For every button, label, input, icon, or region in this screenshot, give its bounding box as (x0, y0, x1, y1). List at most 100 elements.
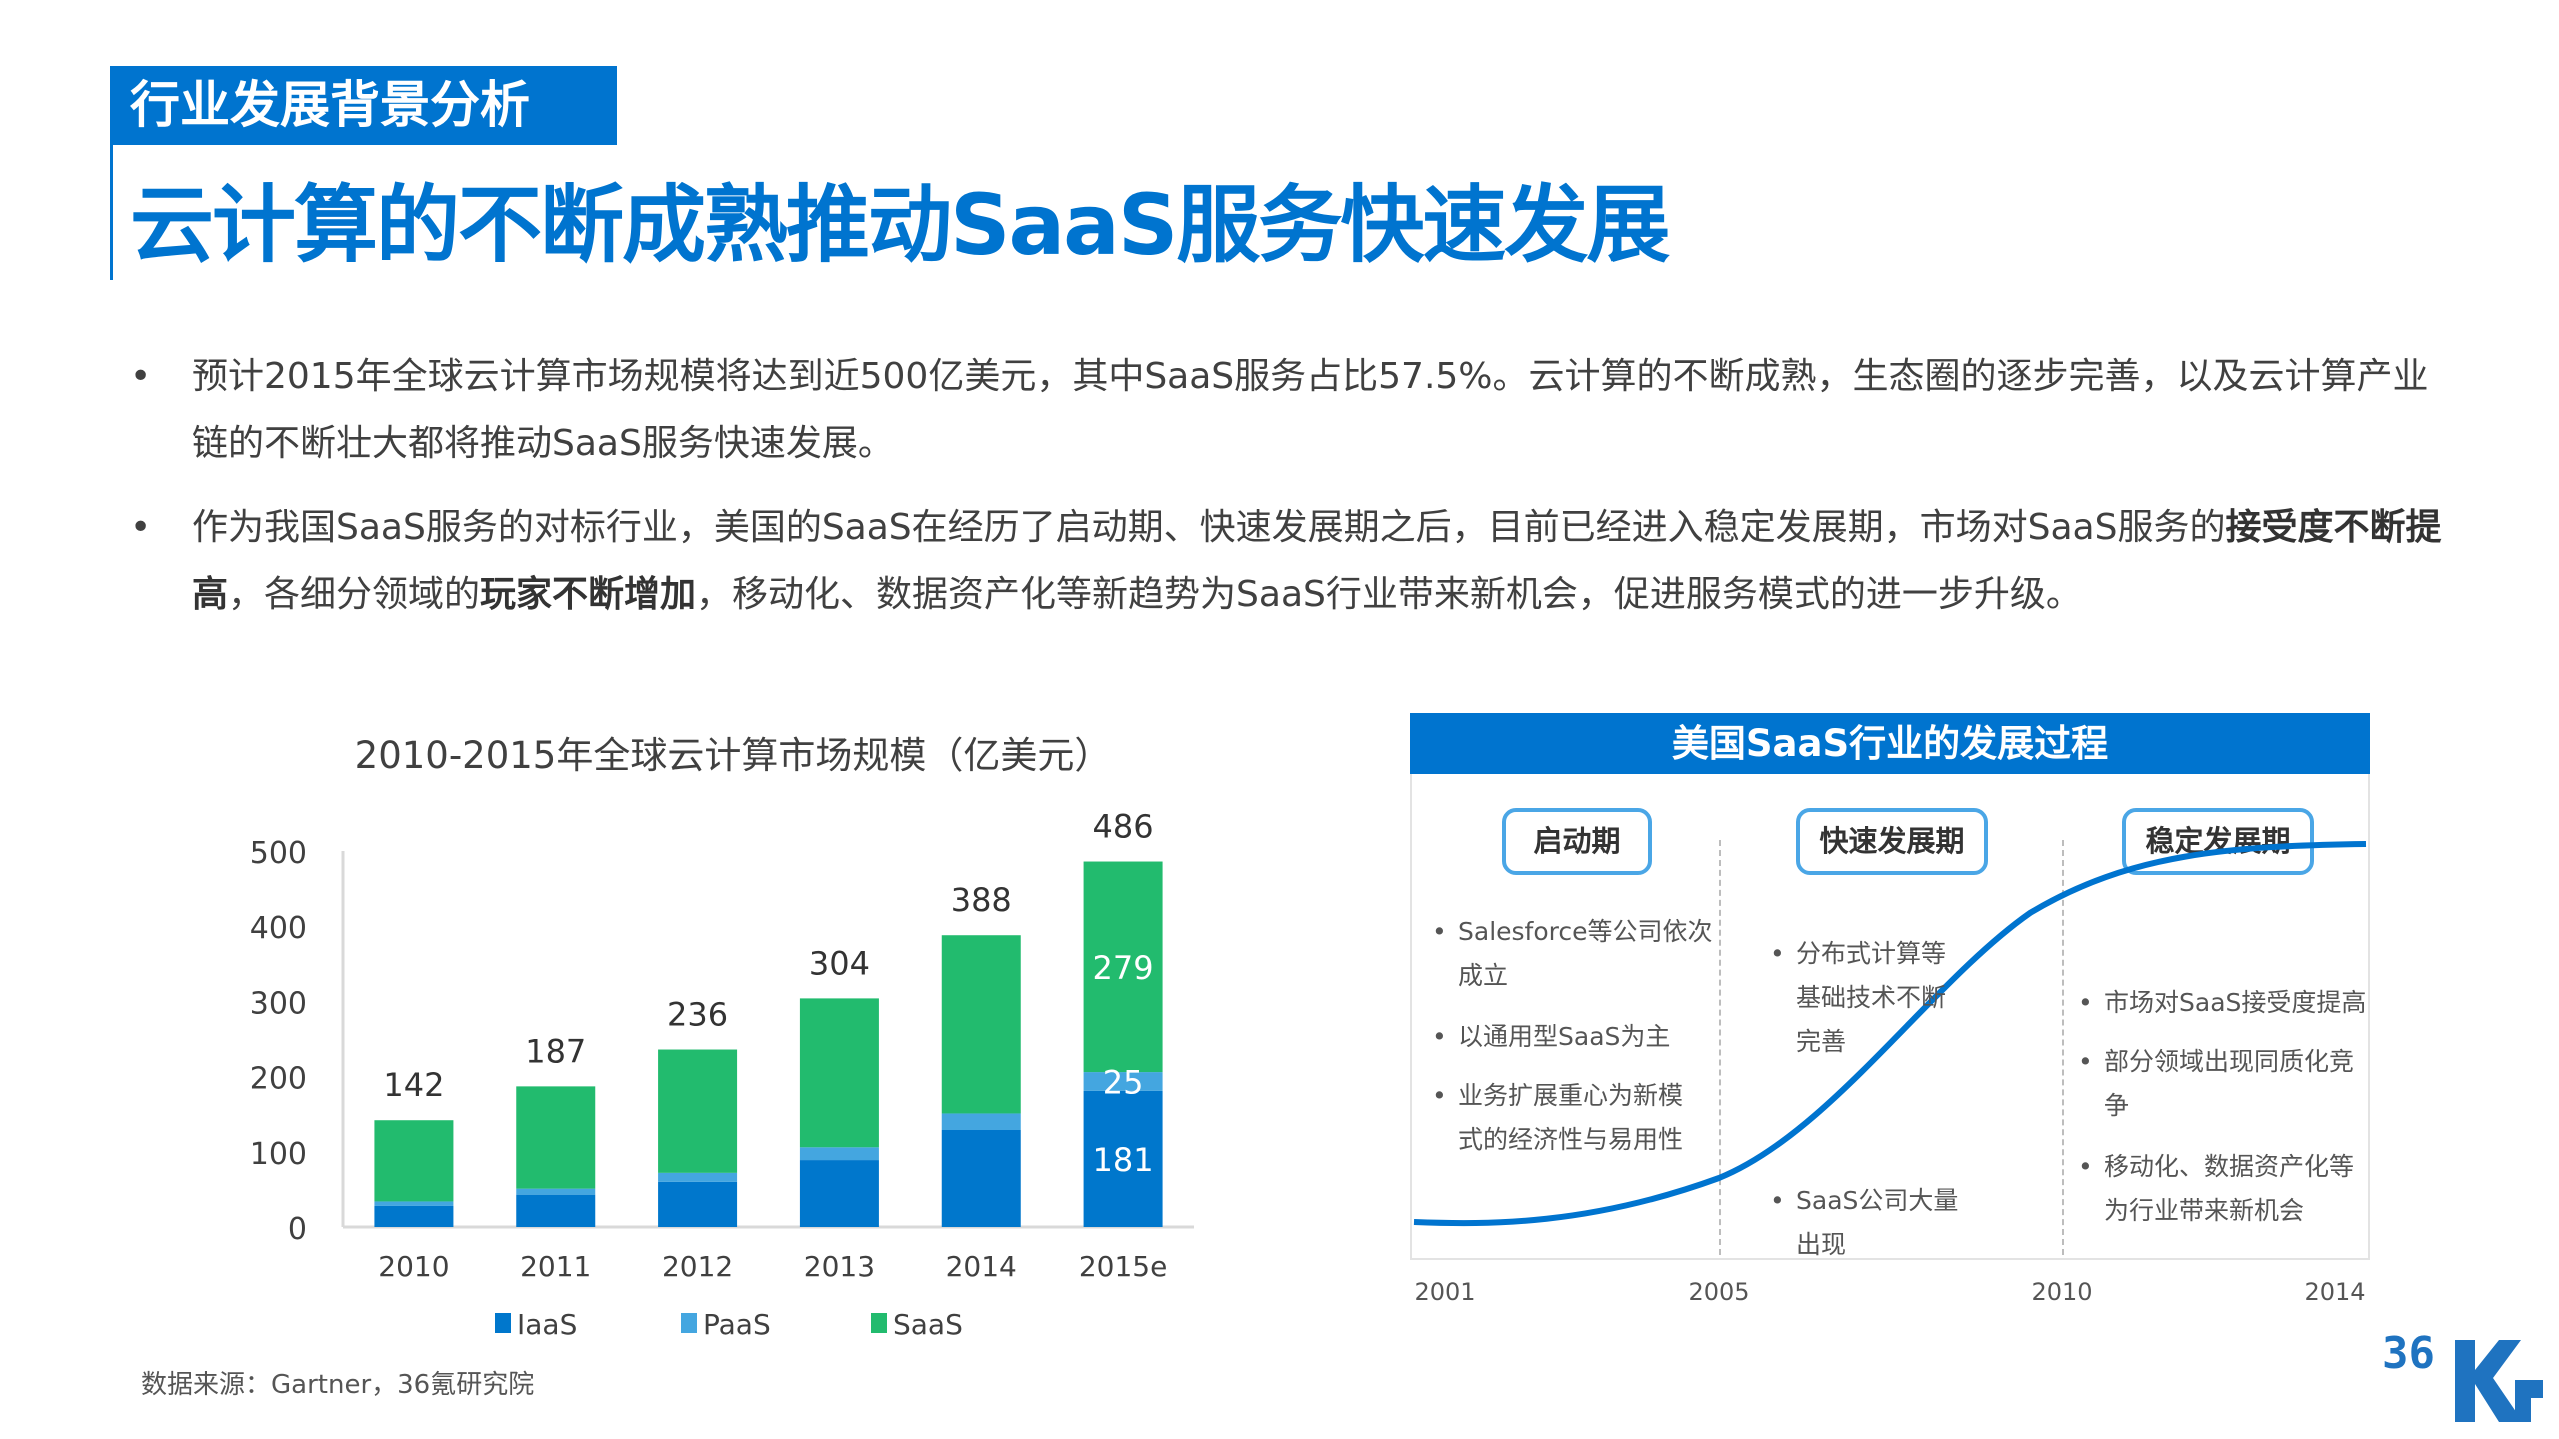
y-tick-label: 200 (250, 1062, 307, 1097)
bar-paas-2013 (799, 1147, 879, 1161)
year-label: 2010 (2031, 1278, 2093, 1306)
bar-iaas-2013 (799, 1160, 879, 1227)
bullet-line: 移动化、数据资产化等 (2104, 1152, 2355, 1181)
paragraph-text: ，移动化、数据资产化等新趋势为SaaS行业带来新机会，促进服务模式的进一步升级。 (696, 574, 2082, 615)
s-curve-line (1413, 841, 2367, 1227)
x-tick-label: 2014 (946, 1250, 1017, 1283)
bar-paas-2011 (516, 1188, 596, 1195)
bullet-icon: • (2078, 1152, 2093, 1181)
bar-iaas-2010 (374, 1205, 454, 1227)
bullet-line: 基础技术不断 (1796, 983, 1947, 1012)
x-tick-label: 2015e (1079, 1250, 1167, 1283)
bar-iaas-2012 (658, 1181, 738, 1227)
bullet-line: 部分领域出现同质化竞 (2104, 1047, 2355, 1076)
bar-iaas-2014 (941, 1129, 1021, 1227)
total-label: 304 (809, 944, 870, 982)
paragraph-bold-text: 接受度不断提高 (192, 507, 2442, 615)
bullet-line: 式的经济性与易用性 (1458, 1125, 1684, 1154)
y-tick-label: 100 (250, 1137, 307, 1172)
total-label: 486 (1093, 808, 1154, 846)
year-label: 2014 (2304, 1278, 2366, 1306)
diagram-bullet-item: • 部分领域出现同质化竞争 (2078, 1040, 2355, 1128)
divider-2010 (2062, 840, 2064, 1255)
bar-iaas-2011 (516, 1194, 596, 1227)
total-label: 142 (383, 1066, 444, 1104)
bullet-icon: • (1432, 917, 1447, 946)
bullet-line: 分布式计算等 (1796, 939, 1947, 968)
diagram-bullet-item: • SaaS公司大量 出现 (1770, 1179, 1959, 1267)
diagram-bullet-item: • 移动化、数据资产化等 为行业带来新机会 (2078, 1145, 2355, 1233)
bullet-line: 以通用型SaaS为主 (1458, 1022, 1671, 1051)
bullet-line: 成立 (1458, 961, 1509, 990)
bar-saas-2012 (658, 1049, 738, 1173)
paragraph-text: 作为我国SaaS服务的对标行业，美国的SaaS在经历了启动期、快速发展期之后，目… (192, 507, 2226, 548)
total-label: 388 (951, 881, 1012, 919)
36kr-logo: 36 (2382, 1330, 2543, 1422)
y-tick-label: 500 (250, 836, 307, 871)
bullet-paragraph-2: 作为我国SaaS服务的对标行业，美国的SaaS在经历了启动期、快速发展期之后，目… (192, 494, 2442, 628)
divider-2005 (1719, 840, 1721, 1255)
paragraph-text: 预计2015年全球云计算市场规模将达到近500亿美元，其中SaaS服务占比57.… (192, 356, 2429, 464)
bullet-line: Salesforce等公司依次 (1458, 917, 1713, 946)
bar-iaas-2015e (1083, 1090, 1163, 1227)
bar-paas-2012 (658, 1172, 738, 1182)
svg-text:36: 36 (2382, 1330, 2435, 1379)
diagram-bullet-item: • Salesforce等公司依次 成立 (1432, 910, 1713, 998)
chart-title: 2010-2015年全球云计算市场规模（亿美元） (354, 734, 1112, 777)
diagram-bullet-item: • 市场对SaaS接受度提高 (2078, 981, 2367, 1025)
legend-swatch-saas (871, 1313, 887, 1333)
bullet-line: 完善 (1796, 1027, 1847, 1056)
x-tick-label: 2011 (520, 1250, 591, 1283)
bar-paas-2015e (1083, 1072, 1163, 1091)
total-label: 187 (525, 1032, 586, 1070)
diagram-bullet-item: • 分布式计算等 基础技术不断 完善 (1770, 932, 1947, 1064)
segment-label-iaas: 181 (1093, 1141, 1154, 1179)
phase-startup: 启动期 (1502, 808, 1652, 875)
year-label: 2001 (1414, 1278, 1476, 1306)
legend-label-iaas: IaaS (517, 1308, 577, 1341)
section-tag: 行业发展背景分析 (112, 66, 617, 145)
legend-swatch-paas (681, 1313, 697, 1333)
bullet-icon: • (1770, 1186, 1785, 1215)
bullet-icon: • (130, 507, 152, 548)
phase-rapid-growth: 快速发展期 (1796, 808, 1988, 875)
diagram-bullet-item: • 以通用型SaaS为主 (1432, 1015, 1671, 1059)
bar-saas-2011 (516, 1086, 596, 1189)
bullet-line: 业务扩展重心为新模 (1458, 1081, 1684, 1110)
paragraph-text: ，各细分领域的 (228, 574, 481, 615)
diagram-bullet-item: • 业务扩展重心为新模 式的经济性与易用性 (1432, 1074, 1684, 1162)
bullet-icon: • (1770, 939, 1785, 968)
y-tick-label: 300 (250, 986, 307, 1021)
bar-paas-2010 (374, 1201, 454, 1206)
legend-label-paas: PaaS (703, 1308, 771, 1341)
bullet-line: 为行业带来新机会 (2104, 1196, 2305, 1225)
total-label: 236 (667, 996, 728, 1034)
bullet-line: 市场对SaaS接受度提高 (2104, 988, 2367, 1017)
page-title: 云计算的不断成熟推动SaaS服务快速发展 (130, 176, 1670, 274)
bullet-line: 出现 (1796, 1230, 1847, 1259)
bar-chart: 0 100 200 300 400 500 142 2010 187 2011 236 2012 304… (0, 0, 1300, 1364)
y-tick-label: 0 (288, 1212, 307, 1247)
title-accent-line (110, 66, 113, 280)
x-tick-label: 2012 (662, 1250, 733, 1283)
bar-saas-2014 (941, 935, 1021, 1114)
bar-saas-2013 (799, 998, 879, 1148)
segment-label-paas: 25 (1103, 1063, 1144, 1101)
bullet-icon: • (130, 356, 152, 397)
legend-label-saas: SaaS (893, 1308, 963, 1341)
bar-saas-2015e (1083, 861, 1163, 1073)
bullet-paragraph-1: 预计2015年全球云计算市场规模将达到近500亿美元，其中SaaS服务占比57.… (192, 343, 2442, 477)
bar-saas-2010 (374, 1120, 454, 1202)
bullet-line: 争 (2104, 1091, 2130, 1120)
bullet-line: SaaS公司大量 (1796, 1186, 1959, 1215)
y-tick-label: 400 (250, 911, 307, 946)
x-tick-label: 2013 (804, 1250, 875, 1283)
bullet-icon: • (1432, 1022, 1447, 1051)
bar-paas-2014 (941, 1113, 1021, 1130)
chart-svg: 0 100 200 300 400 500 142 2010 187 2011 236 2012 304… (250, 808, 1194, 1341)
year-label: 2005 (1688, 1278, 1750, 1306)
x-tick-label: 2010 (378, 1250, 449, 1283)
paragraph-bold-text: 玩家不断增加 (480, 574, 697, 615)
bullet-icon: • (2078, 988, 2093, 1017)
bullet-icon: • (1432, 1081, 1447, 1110)
